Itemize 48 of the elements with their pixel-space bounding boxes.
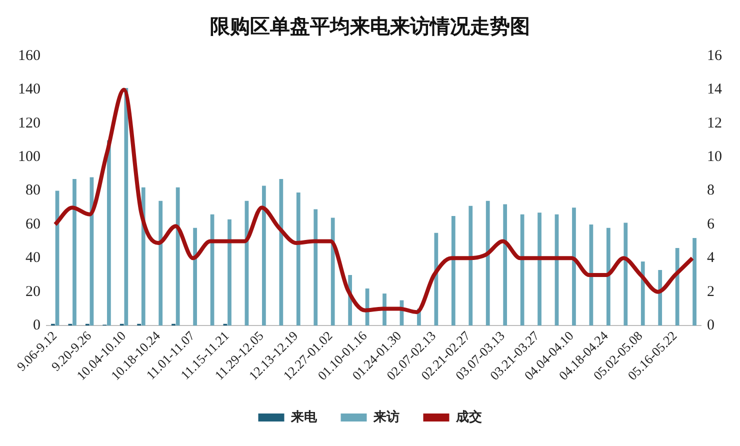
bar [330,218,335,326]
bar [538,212,542,326]
y-tick-label: 100 [18,149,40,166]
chart-title: 限购区单盘平均来电来访情况走势图 [210,15,530,38]
legend-label: 来访 [372,408,400,424]
bar [262,186,266,326]
y-tick-label: 160 [18,48,40,64]
bar [658,270,662,326]
bar [228,219,232,326]
bar [572,208,576,326]
y2-tick-label: 14 [707,82,722,98]
bar [314,209,318,326]
y-tick-label: 20 [26,284,40,300]
y-tick-label: 80 [26,182,40,199]
y2-tick-label: 6 [707,216,715,232]
bar [503,204,508,326]
y-tick-label: 60 [26,216,40,232]
legend-label: 来电 [290,408,318,424]
bar [451,216,456,326]
bar [434,232,438,326]
y2-tick-label: 12 [707,115,722,132]
y2-tick-label: 16 [707,48,722,64]
bar [72,178,76,326]
bar [486,200,490,326]
y2-tick-label: 0 [707,317,714,334]
y-tick-label: 40 [26,250,40,266]
bar [176,187,180,326]
bar [468,206,473,326]
legend-label: 成交 [454,408,482,424]
y2-tick-label: 8 [707,182,714,199]
bar [606,228,610,326]
bar [296,192,300,326]
bar [193,228,197,326]
y2-tick-label: 10 [707,149,722,166]
bar [624,222,628,326]
y2-tick-label: 4 [707,250,715,266]
bar [640,262,645,326]
y-tick-label: 120 [18,115,40,132]
line-series [53,88,694,314]
bar [692,238,696,326]
bar [279,178,284,326]
bar [675,248,680,326]
bar [107,140,111,326]
bar [124,88,128,326]
y-tick-label: 140 [18,82,40,98]
y-tick-label: 0 [33,317,40,334]
bar [158,200,163,326]
y2-tick-label: 2 [707,284,714,300]
